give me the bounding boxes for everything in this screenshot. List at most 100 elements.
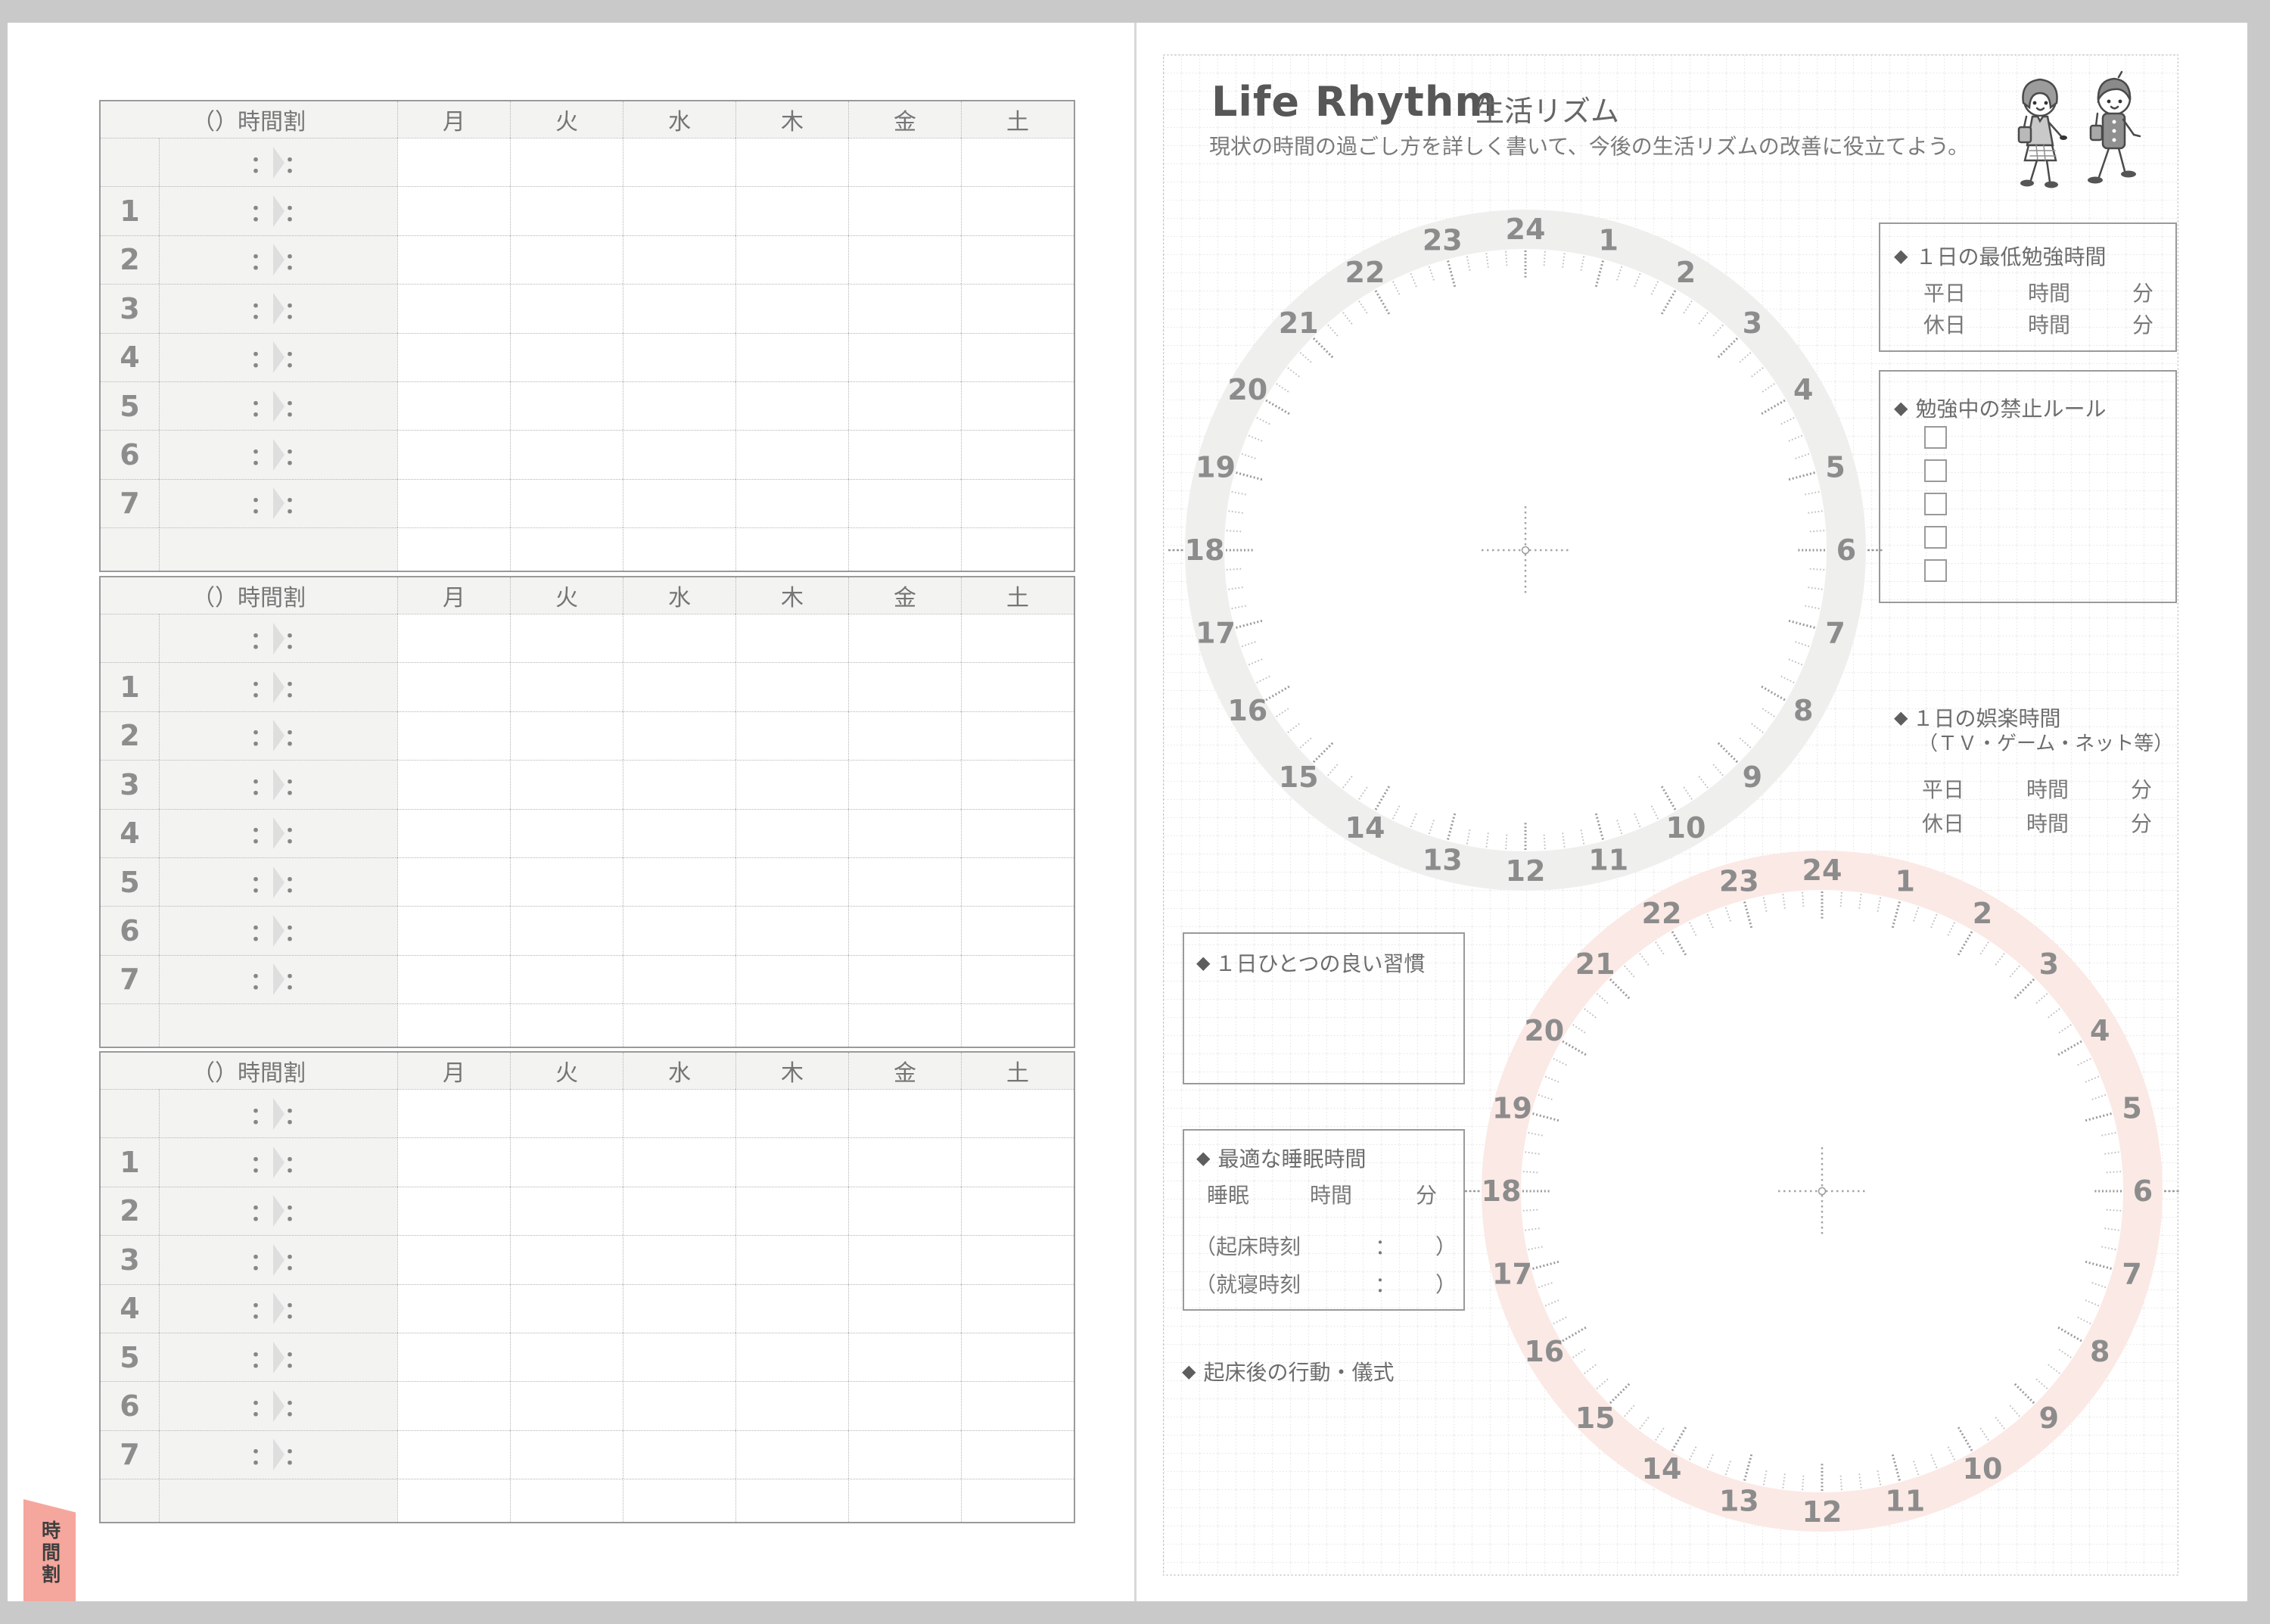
good-habit-box[interactable]: ◆ １日ひとつの良い習慣: [1183, 932, 1465, 1084]
timetable-cell[interactable]: [623, 138, 735, 187]
study-holiday-row[interactable]: 休日 時間 分: [1880, 309, 2178, 338]
timetable-cell[interactable]: [510, 808, 623, 857]
timetable-cell[interactable]: [848, 332, 961, 381]
rule-checkbox-5[interactable]: [1924, 559, 1947, 582]
timetable-cell[interactable]: [961, 527, 1074, 571]
timetable-cell[interactable]: [397, 1479, 510, 1522]
period-time-cell[interactable]: ：：: [159, 235, 397, 285]
timetable-cell[interactable]: [735, 1430, 848, 1479]
timetable-cell[interactable]: [510, 186, 623, 235]
period-time-cell[interactable]: ：：: [159, 430, 397, 479]
timetable-cell[interactable]: [397, 284, 510, 333]
timetable-cell[interactable]: [510, 430, 623, 479]
timetable-cell[interactable]: [397, 1235, 510, 1284]
timetable-cell[interactable]: [848, 662, 961, 711]
period-time-cell[interactable]: ：：: [159, 711, 397, 761]
timetable-cell[interactable]: [735, 906, 848, 955]
timetable-cell[interactable]: [510, 1186, 623, 1236]
timetable-cell[interactable]: [623, 662, 735, 711]
timetable-cell[interactable]: [510, 1137, 623, 1187]
timetable-cell[interactable]: [510, 381, 623, 431]
timetable-cell[interactable]: [397, 1430, 510, 1479]
timetable-cell[interactable]: [961, 430, 1074, 479]
timetable-cell[interactable]: [848, 954, 961, 1004]
timetable-cell[interactable]: [735, 662, 848, 711]
timetable-cell[interactable]: [848, 906, 961, 955]
timetable-cell[interactable]: [848, 711, 961, 761]
timetable-cell[interactable]: [848, 478, 961, 528]
timetable-cell[interactable]: [961, 332, 1074, 381]
timetable-cell[interactable]: [397, 1381, 510, 1430]
timetable-cell[interactable]: [510, 1235, 623, 1284]
timetable-cell[interactable]: [735, 332, 848, 381]
timetable-cell[interactable]: [397, 478, 510, 528]
timetable-cell[interactable]: [735, 527, 848, 571]
timetable-cell[interactable]: [848, 527, 961, 571]
timetable-cell[interactable]: [397, 1283, 510, 1333]
timetable-cell[interactable]: [735, 1332, 848, 1382]
timetable-cell[interactable]: [623, 381, 735, 431]
timetable-cell[interactable]: [735, 1479, 848, 1522]
timetable-cell[interactable]: [397, 954, 510, 1004]
timetable-cell[interactable]: [961, 186, 1074, 235]
timetable-cell[interactable]: [510, 954, 623, 1004]
timetable-cell[interactable]: [397, 235, 510, 285]
timetable-cell[interactable]: [961, 711, 1074, 761]
period-time-cell[interactable]: ：：: [159, 138, 397, 187]
rule-checkbox-2[interactable]: [1924, 459, 1947, 482]
timetable-cell[interactable]: [961, 381, 1074, 431]
timetable-cell[interactable]: [848, 138, 961, 187]
timetable-cell[interactable]: [623, 760, 735, 809]
period-time-cell[interactable]: ：：: [159, 1283, 397, 1333]
timetable-cell[interactable]: [961, 1479, 1074, 1522]
timetable-cell[interactable]: [848, 235, 961, 285]
timetable-cell[interactable]: [961, 284, 1074, 333]
timetable-cell[interactable]: [623, 430, 735, 479]
timetable-cell[interactable]: [623, 1186, 735, 1236]
period-time-cell[interactable]: ：：: [159, 332, 397, 381]
timetable-cell[interactable]: [623, 857, 735, 907]
timetable-cell[interactable]: [848, 284, 961, 333]
timetable-cell[interactable]: [623, 1089, 735, 1138]
timetable-cell[interactable]: [623, 186, 735, 235]
timetable-cell[interactable]: [961, 662, 1074, 711]
timetable-cell[interactable]: [848, 1003, 961, 1047]
timetable-cell[interactable]: [510, 478, 623, 528]
timetable-cell[interactable]: [961, 1137, 1074, 1187]
timetable-cell[interactable]: [848, 186, 961, 235]
timetable-cell[interactable]: [961, 235, 1074, 285]
timetable-cell[interactable]: [397, 1186, 510, 1236]
timetable-cell[interactable]: [735, 954, 848, 1004]
timetable-cell[interactable]: [623, 1003, 735, 1047]
entertainment-weekday-row[interactable]: 平日 時間 分: [1879, 773, 2177, 802]
period-time-cell[interactable]: ：：: [159, 614, 397, 663]
timetable-cell[interactable]: [510, 284, 623, 333]
study-weekday-row[interactable]: 平日 時間 分: [1880, 277, 2178, 306]
timetable-cell[interactable]: [397, 1332, 510, 1382]
timetable-cell[interactable]: [735, 1137, 848, 1187]
timetable-cell[interactable]: [510, 614, 623, 663]
timetable-cell[interactable]: [397, 186, 510, 235]
period-time-cell[interactable]: ：：: [159, 284, 397, 333]
period-time-cell[interactable]: ：：: [159, 1186, 397, 1236]
timetable-cell[interactable]: [735, 381, 848, 431]
timetable-cell[interactable]: [510, 906, 623, 955]
period-time-cell[interactable]: ：：: [159, 954, 397, 1004]
entertainment-holiday-row[interactable]: 休日 時間 分: [1879, 807, 2177, 836]
timetable-cell[interactable]: [848, 760, 961, 809]
timetable-cell[interactable]: [510, 662, 623, 711]
timetable-cell[interactable]: [961, 1186, 1074, 1236]
timetable-cell[interactable]: [510, 1332, 623, 1382]
timetable-cell[interactable]: [510, 332, 623, 381]
timetable-cell[interactable]: [623, 711, 735, 761]
timetable-cell[interactable]: [961, 1332, 1074, 1382]
timetable-cell[interactable]: [961, 857, 1074, 907]
timetable-cell[interactable]: [397, 527, 510, 571]
timetable-cell[interactable]: [397, 332, 510, 381]
timetable-cell[interactable]: [623, 1332, 735, 1382]
timetable-cell[interactable]: [510, 235, 623, 285]
timetable-cell[interactable]: [397, 906, 510, 955]
timetable-cell[interactable]: [848, 1283, 961, 1333]
timetable-cell[interactable]: [961, 808, 1074, 857]
timetable-cell[interactable]: [397, 1089, 510, 1138]
